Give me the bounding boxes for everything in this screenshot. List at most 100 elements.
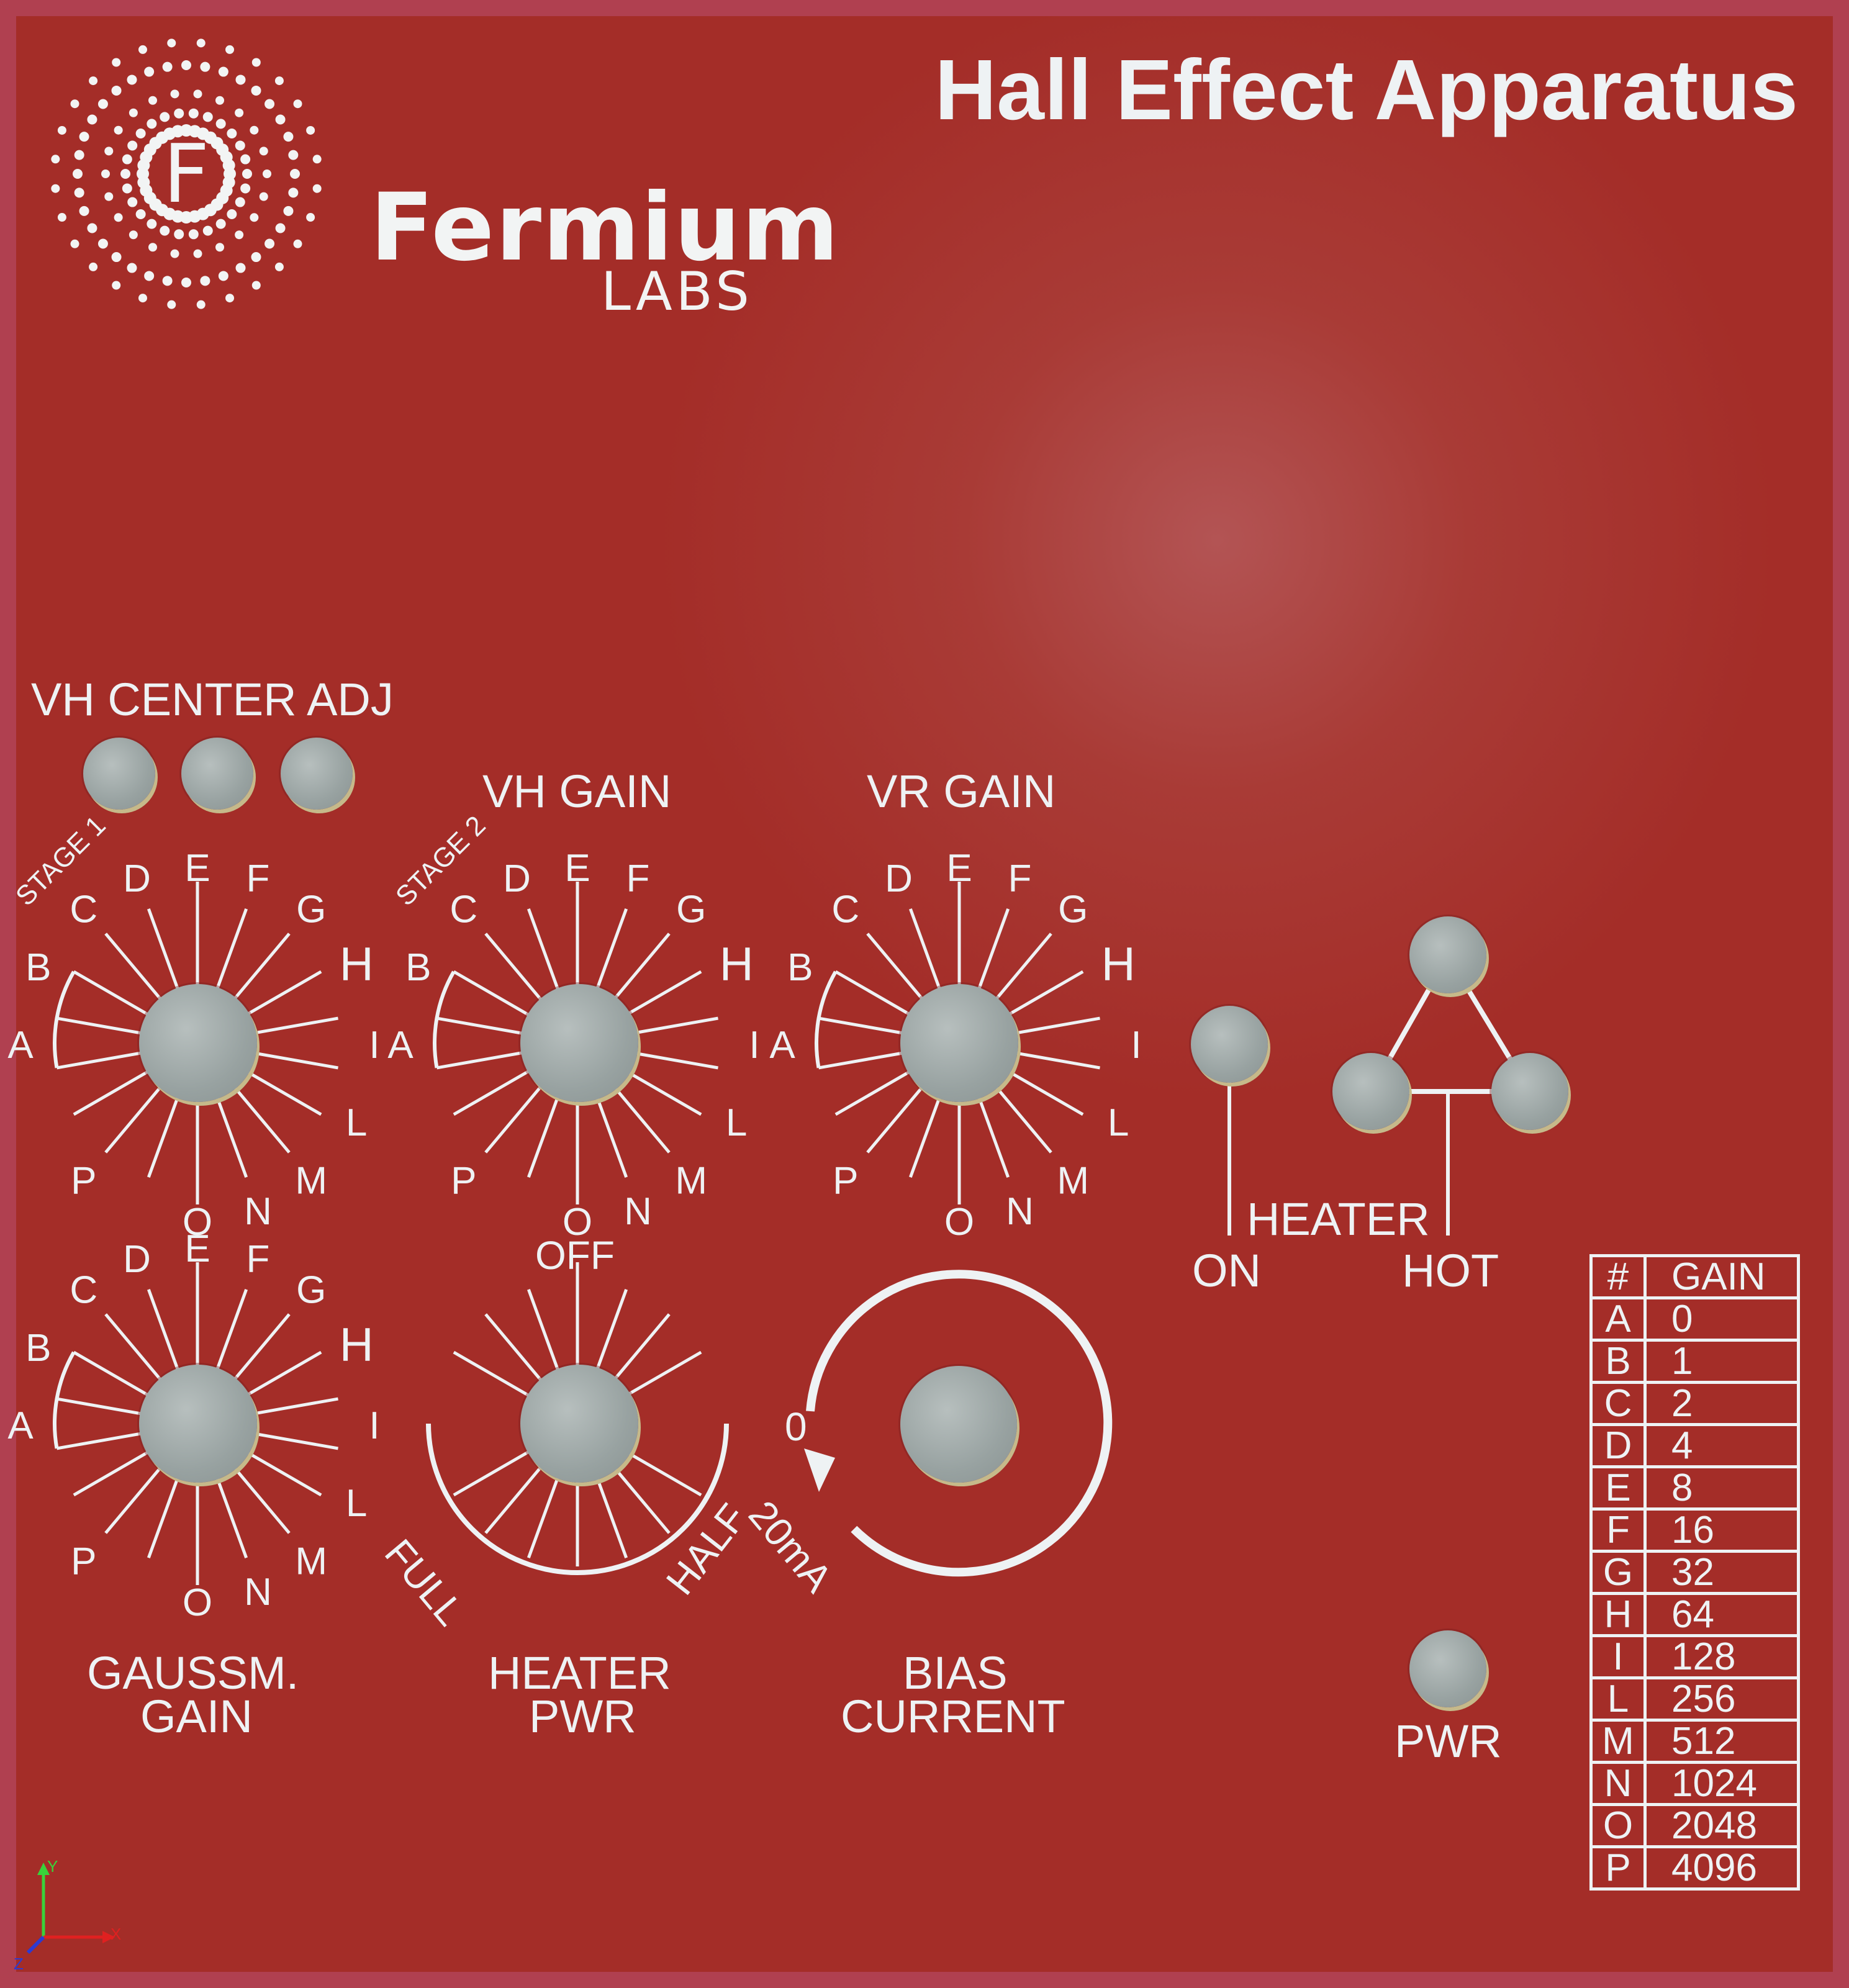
bias-current-arrow-icon [804,1448,835,1492]
gain-table-id: B [1589,1339,1647,1384]
table-row: M 512 [1589,1719,1800,1764]
dial-letter: H [720,938,754,991]
heater-on-switch[interactable] [1191,1006,1268,1083]
gaussm-gain-dial[interactable] [139,1365,257,1483]
bias-current-arc [806,1270,1113,1577]
table-row: H 64 [1589,1592,1800,1637]
power-button[interactable] [1409,1630,1486,1707]
dial-letter: D [123,857,151,900]
gaussm-gain-label-line1: GAUSSM. [87,1647,299,1699]
dial-letter: P [71,1159,96,1202]
bias-current-zero-label: 0 [785,1404,807,1449]
vr-gain-dial[interactable] [900,984,1018,1102]
dial-letter: N [244,1571,272,1614]
gain-table-id: E [1589,1465,1647,1511]
dial-letter: G [296,1269,326,1312]
dial-letter: O [183,1201,212,1244]
heater-pwr-dial[interactable] [520,1365,638,1483]
vh-gain-label: VH GAIN [482,766,672,817]
vh-center-adj-label: VH CENTER ADJ [31,674,394,725]
gain-table-id: L [1589,1676,1647,1722]
dial-letter: I [369,1024,379,1067]
logo-letter: F [163,127,210,221]
gain-table-id: H [1589,1592,1647,1637]
dial-letter: P [833,1159,858,1202]
dial-letter: A [387,1024,414,1067]
dial-letter: H [340,1319,374,1371]
gain-table-value: 4 [1643,1423,1800,1468]
power-label: PWR [1395,1715,1502,1767]
dial-letter: D [123,1238,151,1281]
vh-center-adj-knob-1[interactable] [83,738,155,810]
table-row: G 32 [1589,1550,1800,1595]
gain-table-value: 256 [1643,1676,1800,1722]
axis-y-label: Y [47,1857,58,1876]
heater-label: HEATER [1247,1193,1430,1245]
gain-table-value: 8 [1643,1465,1800,1511]
heater-hot-label: HOT [1402,1245,1499,1296]
gain-table-header-gain: GAIN [1643,1254,1800,1299]
dial-letter: H [1101,938,1136,991]
dial-letter: N [624,1190,652,1233]
dial-letter: G [296,888,326,931]
dial-letter: G [1058,888,1088,931]
gain-table-id: G [1589,1550,1647,1595]
brand-name: Fermium [370,174,840,282]
dial-letter: O [183,1581,212,1624]
axis-z-label: Z [14,1954,24,1973]
dial-letter: A [769,1024,795,1067]
dial-letter: M [295,1159,327,1202]
dial-letter: I [749,1024,759,1067]
dial-letter: L [1108,1101,1129,1144]
table-row: I 128 [1589,1634,1800,1679]
gain-table-id: P [1589,1845,1647,1891]
panel-face [16,16,1833,1972]
dial-letter: I [1131,1024,1141,1067]
stage1-gain-dial[interactable] [139,984,257,1102]
vh-center-adj-knob-2[interactable] [181,738,253,810]
dial-letter: O [563,1201,592,1244]
table-row: P 4096 [1589,1845,1800,1891]
dial-letter: F [626,857,650,900]
dial-letter: G [676,888,706,931]
vh-center-adj-knob-3[interactable] [281,738,353,810]
gain-table-value: 512 [1643,1719,1800,1764]
heater-pwr-label-line2: PWR [529,1691,636,1742]
gain-table-value: 64 [1643,1592,1800,1637]
dial-letter: B [405,946,431,989]
fermium-logo-icon: F [51,38,322,309]
table-row: O 2048 [1589,1803,1800,1848]
stage2-gain-dial[interactable] [520,984,638,1102]
dial-letter: E [946,847,972,890]
dial-letter: A [7,1404,34,1447]
gain-table-id: D [1589,1423,1647,1468]
gain-table-value: 1024 [1643,1761,1800,1806]
heater-pwr-off-label: OFF [535,1233,615,1278]
dial-letter: B [25,1327,51,1370]
gain-table-value: 2048 [1643,1803,1800,1848]
gain-table-value: 4096 [1643,1845,1800,1891]
dial-letter: A [7,1024,34,1067]
dial-letter: L [346,1482,367,1525]
gain-table-header: # GAIN [1589,1254,1800,1299]
heater-hot-indicator-right [1491,1053,1568,1130]
bias-current-knob[interactable] [900,1366,1017,1483]
gain-table-value: 1 [1643,1339,1800,1384]
dial-letter: M [675,1159,707,1202]
dial-letter: E [564,847,590,890]
heater-hot-indicator-top [1409,916,1486,993]
heater-on-label: ON [1192,1245,1261,1296]
gain-table-id: A [1589,1296,1647,1342]
dial-letter: B [25,946,51,989]
dial-letter: D [885,857,913,900]
gain-table-id: N [1589,1761,1647,1806]
dial-letter: E [184,847,210,890]
table-row: F 16 [1589,1507,1800,1553]
dial-letter: E [184,1227,210,1270]
